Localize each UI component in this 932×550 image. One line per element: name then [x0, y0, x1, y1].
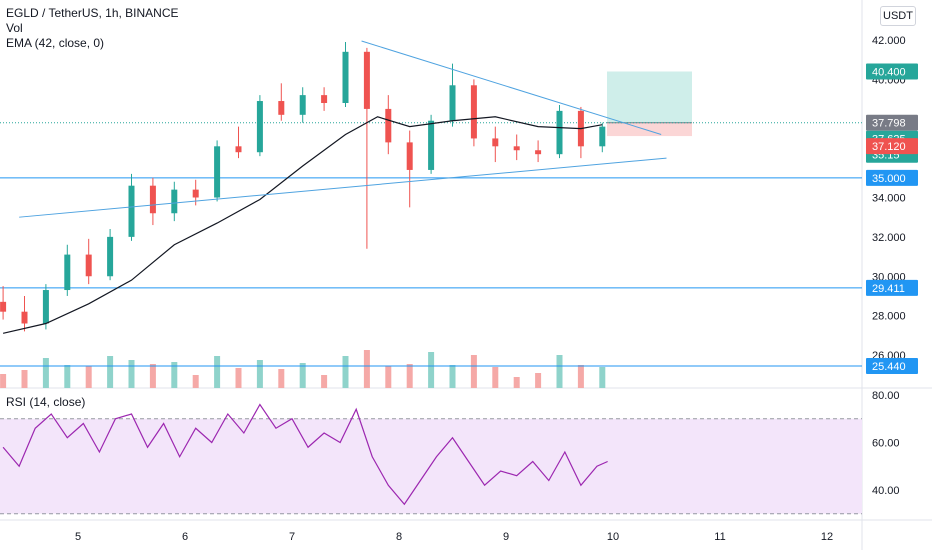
price-axis-label: 40.400 [872, 67, 906, 79]
ema-line [2, 116, 603, 334]
candle-body [192, 189, 199, 198]
volume-bar [214, 356, 221, 388]
price-axis-label-bg [866, 279, 918, 296]
candle-body [128, 185, 135, 237]
candle-body [171, 189, 178, 214]
volume-bar [513, 377, 520, 388]
volume-bar [406, 364, 413, 388]
volume-bar [149, 364, 156, 388]
candle-body [406, 142, 413, 170]
candle-body [149, 185, 156, 214]
volume-bar [556, 355, 563, 388]
volume-bar [0, 374, 7, 388]
candle-body [535, 150, 542, 155]
symbol-title: EGLD / TetherUS, 1h, BINANCE [6, 6, 179, 20]
volume-bar [492, 367, 499, 388]
candle-body [278, 101, 285, 115]
volume-bar [85, 366, 92, 388]
volume-bar [342, 356, 349, 388]
candle-body [21, 311, 28, 324]
time-tick-label: 9 [503, 531, 509, 543]
candle-body [342, 51, 349, 103]
volume-bar [577, 365, 584, 388]
candle-body [599, 126, 606, 147]
candle-body [428, 120, 435, 170]
trendline [19, 157, 667, 218]
price-axis-label: 37.798 [872, 118, 906, 130]
rsi-legend: RSI (14, close) [6, 395, 86, 409]
volume-bar [256, 360, 263, 388]
volume-bar [449, 365, 456, 388]
candle-body [556, 110, 563, 155]
volume-bar [107, 356, 114, 388]
candle-body [513, 146, 520, 151]
price-tick-label: 34.000 [872, 193, 906, 205]
candle-body [235, 146, 242, 153]
time-tick-label: 7 [289, 531, 295, 543]
candle-body [214, 146, 221, 198]
candle-body [107, 236, 114, 277]
price-axis-label: 29.411 [872, 283, 905, 295]
price-axis-label-bg [866, 138, 918, 155]
candle-body [42, 290, 49, 324]
volume-bar [599, 367, 606, 388]
candle-body [449, 85, 456, 121]
currency-button[interactable]: USDT [880, 6, 916, 26]
candle-body [299, 95, 306, 115]
time-tick-label: 11 [714, 531, 725, 543]
price-axis-label-bg [866, 169, 918, 186]
loss-zone [607, 122, 692, 137]
price-axis-label-bg [866, 358, 918, 375]
candle-body [256, 101, 263, 153]
volume-bar [235, 368, 242, 388]
volume-bar [385, 366, 392, 388]
volume-bar [470, 355, 477, 388]
ema-legend: EMA (42, close, 0) [6, 36, 105, 50]
volume-bar [128, 360, 135, 388]
time-tick-label: 8 [396, 531, 402, 543]
time-tick-label: 5 [75, 531, 81, 543]
volume-bar [278, 369, 285, 388]
time-tick-label: 12 [821, 531, 833, 543]
price-axis-label: 35.000 [872, 173, 906, 185]
candle-body [492, 138, 499, 147]
price-tick-label: 32.000 [872, 232, 906, 244]
candle-body [0, 301, 7, 312]
volume-bar [535, 373, 542, 388]
volume-bar [321, 375, 328, 388]
profit-zone [607, 71, 692, 123]
candle-body [385, 108, 392, 143]
candle-body [470, 85, 477, 139]
volume-legend: Vol [6, 21, 23, 35]
rsi-line [2, 403, 608, 506]
time-tick-label: 10 [607, 531, 619, 543]
price-tick-label: 42.000 [872, 35, 906, 47]
rsi-tick-label: 80.00 [872, 390, 900, 402]
volume-bar [21, 370, 28, 388]
trendline [361, 40, 662, 135]
volume-bar [299, 363, 306, 388]
volume-bar [64, 365, 71, 388]
candle-body [363, 51, 370, 109]
time-tick-label: 6 [182, 531, 188, 543]
volume-bar [171, 362, 178, 388]
price-axis-label: 37.120 [872, 141, 906, 153]
volume-bar [428, 352, 435, 388]
rsi-band [0, 418, 862, 514]
candle-body [321, 95, 328, 103]
volume-bar [42, 358, 49, 388]
candle-body [85, 254, 92, 277]
price-axis-label-bg [866, 63, 918, 80]
candle-body [64, 254, 71, 291]
volume-bar [363, 350, 370, 388]
price-axis-label: 25.440 [872, 361, 906, 373]
price-tick-label: 28.000 [872, 311, 906, 323]
price-axis-label-bg [866, 114, 918, 131]
chart-legend: EGLD / TetherUS, 1h, BINANCE Vol EMA (42… [6, 6, 179, 51]
rsi-tick-label: 40.00 [872, 485, 900, 497]
rsi-tick-label: 60.00 [872, 438, 900, 450]
volume-bar [192, 375, 199, 388]
